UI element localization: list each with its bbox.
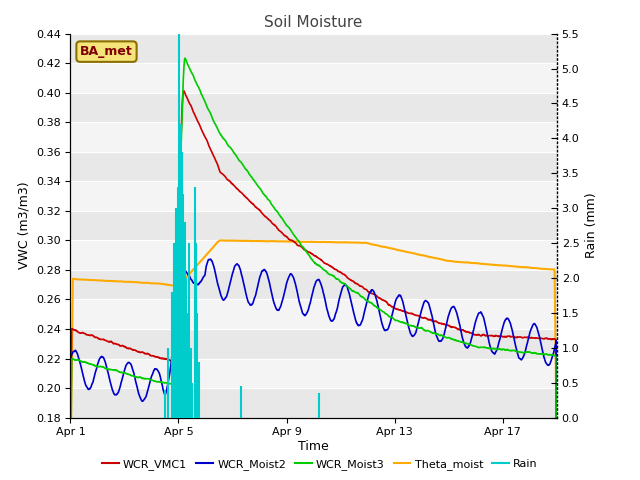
Bar xyxy=(70,300,557,329)
X-axis label: Time: Time xyxy=(298,440,329,453)
Bar xyxy=(70,211,557,240)
Text: BA_met: BA_met xyxy=(80,45,133,58)
Y-axis label: VWC (m3/m3): VWC (m3/m3) xyxy=(17,182,30,269)
Bar xyxy=(70,93,557,122)
Bar xyxy=(70,329,557,359)
Bar xyxy=(70,122,557,152)
Y-axis label: Rain (mm): Rain (mm) xyxy=(585,193,598,258)
Bar xyxy=(70,270,557,300)
Bar xyxy=(70,181,557,211)
Title: Soil Moisture: Soil Moisture xyxy=(264,15,363,30)
Bar xyxy=(70,359,557,388)
Bar xyxy=(70,152,557,181)
Legend: WCR_VMC1, WCR_Moist2, WCR_Moist3, Theta_moist, Rain: WCR_VMC1, WCR_Moist2, WCR_Moist3, Theta_… xyxy=(97,455,543,474)
Bar xyxy=(70,240,557,270)
Bar xyxy=(70,63,557,93)
Bar xyxy=(70,34,557,63)
Bar xyxy=(70,388,557,418)
